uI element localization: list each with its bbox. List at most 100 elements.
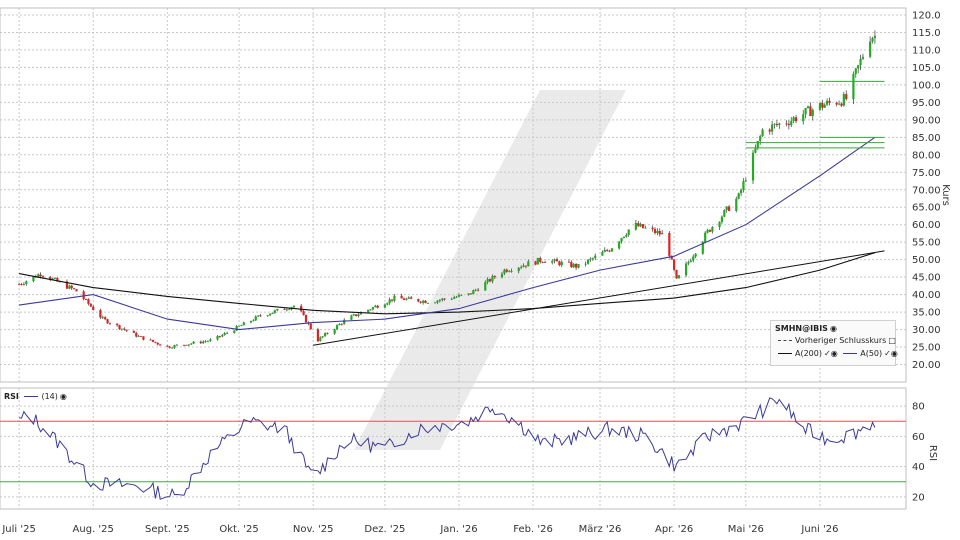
candle-body xyxy=(139,336,143,337)
candle-body xyxy=(823,104,826,108)
candle-body xyxy=(235,325,238,331)
candle-body xyxy=(175,344,178,346)
y-tick-label: 105.0 xyxy=(912,63,941,74)
candle-body xyxy=(534,261,537,265)
candle-body xyxy=(821,102,824,108)
candle-body xyxy=(49,276,52,281)
candle-body xyxy=(335,325,339,330)
candle-body xyxy=(424,300,427,304)
candle-body xyxy=(802,114,805,122)
candle-body xyxy=(673,259,676,270)
dashed-line-icon xyxy=(778,340,792,341)
candle-body xyxy=(22,284,26,285)
candle-body xyxy=(723,209,726,217)
candle-body xyxy=(484,282,487,291)
y-tick-label: 110.0 xyxy=(912,45,941,56)
candle-body xyxy=(75,289,78,292)
candle-body xyxy=(390,299,394,301)
y-tick-label: 40.00 xyxy=(912,290,941,301)
candle-body xyxy=(692,256,695,261)
candle-body xyxy=(319,337,322,342)
candle-body xyxy=(433,302,437,304)
trend-line xyxy=(313,250,885,346)
sma50-line xyxy=(19,136,876,331)
check-icon[interactable]: ✓◉ xyxy=(823,349,838,358)
legend-prev-close: Vorheriger Schlusskurs □ xyxy=(775,336,896,345)
candle-body xyxy=(159,344,162,346)
candle-body xyxy=(436,300,439,303)
candle-body xyxy=(620,238,623,242)
candle-body xyxy=(527,261,530,267)
sma50-line-icon xyxy=(843,353,858,354)
candle-body xyxy=(811,109,814,117)
watermark-logo xyxy=(354,90,626,450)
candle-body xyxy=(168,346,171,348)
candle-body xyxy=(285,309,288,311)
y-tick-label: 20.00 xyxy=(912,360,941,371)
sma200-line-icon xyxy=(778,353,792,354)
candle-body xyxy=(386,303,389,305)
candle-body xyxy=(804,108,807,115)
candle-body xyxy=(567,261,571,263)
candle-body xyxy=(467,293,470,295)
candle-body xyxy=(369,309,372,311)
y-tick-label: 100.0 xyxy=(912,80,941,91)
candle-body xyxy=(259,315,262,317)
candle-body xyxy=(610,248,614,252)
candle-body xyxy=(536,257,539,265)
candle-body xyxy=(187,344,190,346)
info-icon[interactable]: ◉ xyxy=(59,392,67,401)
candle-body xyxy=(627,229,630,235)
candle-body xyxy=(522,265,525,268)
candle-body xyxy=(694,253,697,257)
y-tick-label: 35.00 xyxy=(912,308,941,319)
rsi-line xyxy=(19,397,876,500)
candle-body xyxy=(68,285,71,289)
candle-body xyxy=(39,274,42,277)
candle-body xyxy=(656,230,659,233)
candle-body xyxy=(553,259,556,262)
candle-body xyxy=(204,341,207,343)
candle-body xyxy=(474,289,477,291)
candle-body xyxy=(410,297,413,299)
candle-body xyxy=(453,297,456,299)
candle-body xyxy=(477,289,480,291)
candle-body xyxy=(419,301,422,303)
candle-body xyxy=(493,276,496,278)
chart-legend: SMHN@IBIS ◉ Vorheriger Schlusskurs □ A(200… xyxy=(770,320,898,366)
candle-body xyxy=(761,129,764,137)
candle-body xyxy=(637,223,640,227)
candle-body xyxy=(132,330,135,333)
candle-body xyxy=(677,275,681,279)
candle-body xyxy=(269,313,272,316)
y-tick-label: 90.00 xyxy=(912,115,941,126)
candle-body xyxy=(618,241,621,249)
candle-body xyxy=(818,102,822,110)
check-icon[interactable]: ✓◉ xyxy=(884,349,898,358)
candle-body xyxy=(759,136,762,142)
candle-body xyxy=(728,206,731,211)
candle-body xyxy=(835,102,838,105)
candle-body xyxy=(570,262,573,268)
info-icon[interactable]: ◉ xyxy=(829,324,837,333)
candle-body xyxy=(491,276,494,282)
candle-body xyxy=(82,291,85,300)
x-tick-label: Jan. '26 xyxy=(439,524,477,535)
candle-body xyxy=(503,269,506,274)
candle-body xyxy=(266,315,269,317)
rsi-tick-label: 40 xyxy=(912,462,925,473)
candle-body xyxy=(417,298,420,302)
checkbox-icon[interactable]: □ xyxy=(888,336,896,345)
candle-body xyxy=(859,58,862,66)
candle-body xyxy=(53,278,57,279)
candle-body xyxy=(18,284,21,285)
y-tick-label: 30.00 xyxy=(912,325,941,336)
candle-body xyxy=(594,255,597,259)
candle-body xyxy=(871,38,874,42)
candle-body xyxy=(543,261,547,263)
candle-body xyxy=(56,278,59,282)
x-tick-label: Sept. '25 xyxy=(145,524,190,535)
candle-body xyxy=(684,263,688,276)
candle-body xyxy=(508,271,511,273)
candle-body xyxy=(826,100,829,105)
